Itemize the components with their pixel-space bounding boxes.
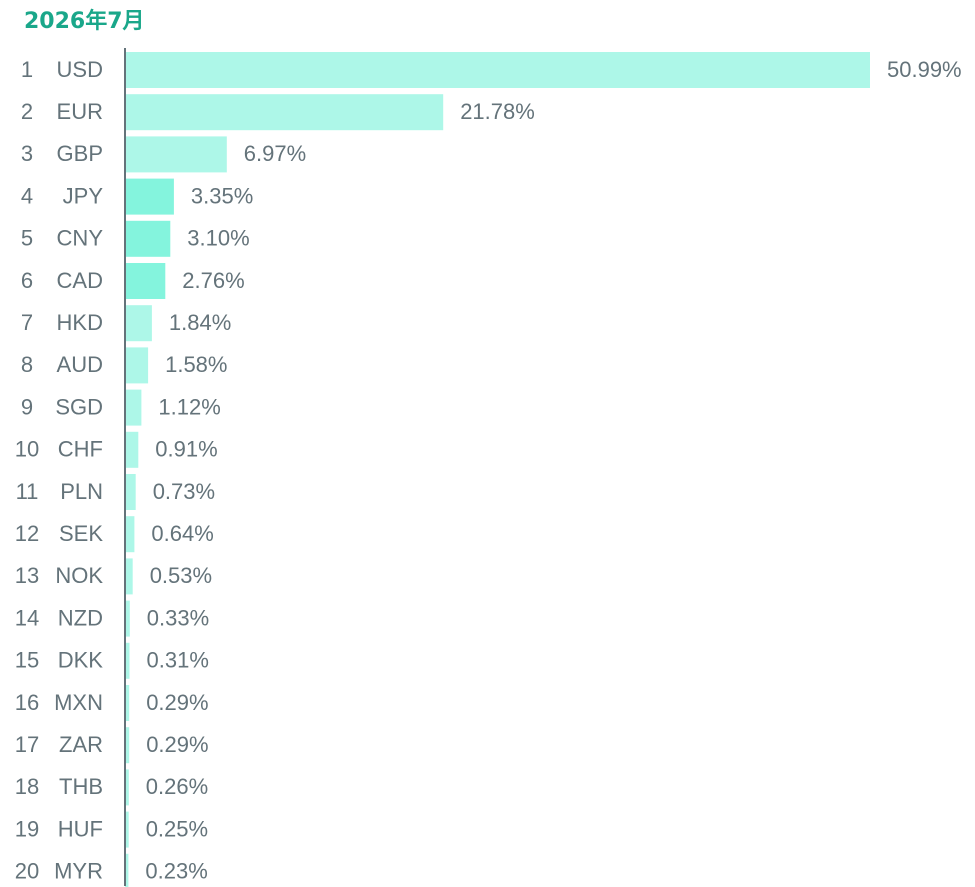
- bar-usd: [125, 52, 870, 88]
- category-label: ZAR: [59, 732, 103, 757]
- rank-label: 7: [21, 310, 33, 335]
- rank-label: 4: [21, 183, 33, 208]
- value-label: 2.76%: [182, 268, 244, 293]
- rank-label: 14: [15, 605, 39, 630]
- rank-label: 6: [21, 268, 33, 293]
- bar-chf: [125, 431, 139, 468]
- bars-layer: [125, 52, 870, 887]
- value-label: 0.73%: [153, 479, 215, 504]
- category-label: DKK: [58, 648, 104, 673]
- value-label: 21.78%: [460, 99, 535, 124]
- value-label: 0.29%: [146, 690, 208, 715]
- category-label: USD: [57, 57, 103, 82]
- value-label: 1.84%: [169, 310, 231, 335]
- value-label: 0.23%: [145, 859, 207, 884]
- value-label: 6.97%: [244, 141, 306, 166]
- category-label: HKD: [57, 310, 103, 335]
- bar-gbp: [125, 136, 227, 173]
- rank-label: 12: [15, 521, 39, 546]
- category-label: CAD: [57, 268, 103, 293]
- rank-label: 2: [21, 99, 33, 124]
- category-label: SEK: [59, 521, 103, 546]
- value-label: 0.53%: [150, 563, 212, 588]
- category-label: CHF: [58, 437, 103, 462]
- rank-label: 11: [16, 479, 39, 504]
- value-label: 1.58%: [165, 352, 227, 377]
- rank-label: 10: [15, 437, 39, 462]
- rank-label: 3: [21, 141, 33, 166]
- bar-nok: [125, 558, 133, 595]
- bar-eur: [125, 94, 444, 131]
- rank-label: 8: [21, 352, 33, 377]
- bar-sgd: [125, 389, 142, 426]
- category-label: NOK: [55, 563, 103, 588]
- rank-label: 13: [15, 563, 39, 588]
- category-label: HUF: [58, 816, 103, 841]
- bar-mxn: [125, 685, 130, 721]
- labels-layer: 1 USD 50.99%2 EUR 21.78%3 GBP 6.97%4 JPY 3.35%5 C…: [15, 57, 962, 884]
- category-label: SGD: [55, 394, 103, 419]
- rank-label: 19: [15, 816, 39, 841]
- value-label: 0.26%: [146, 774, 208, 799]
- value-label: 1.12%: [158, 394, 220, 419]
- category-label: MYR: [54, 859, 103, 884]
- value-label: 3.35%: [191, 183, 253, 208]
- category-label: AUD: [57, 352, 103, 377]
- category-label: THB: [59, 774, 103, 799]
- category-label: NZD: [58, 605, 103, 630]
- rank-label: 18: [15, 774, 39, 799]
- rank-label: 17: [15, 732, 39, 757]
- bar-zar: [125, 727, 130, 764]
- rank-label: 20: [15, 859, 39, 884]
- bar-hkd: [125, 305, 152, 342]
- bar-dkk: [125, 642, 130, 679]
- value-label: 3.10%: [187, 226, 249, 251]
- rank-label: 16: [15, 690, 39, 715]
- rank-label: 1: [21, 57, 33, 82]
- category-label: GBP: [57, 141, 103, 166]
- category-label: MXN: [54, 690, 103, 715]
- value-label: 0.29%: [146, 732, 208, 757]
- category-label: PLN: [60, 479, 103, 504]
- value-label: 50.99%: [887, 57, 962, 82]
- value-label: 0.31%: [147, 648, 209, 673]
- bar-thb: [125, 769, 129, 806]
- bar-cad: [125, 263, 166, 299]
- value-label: 0.33%: [147, 605, 209, 630]
- value-label: 0.25%: [146, 816, 208, 841]
- bar-pln: [125, 474, 136, 510]
- bar-nzd: [125, 600, 130, 637]
- value-label: 0.91%: [155, 437, 217, 462]
- category-label: EUR: [57, 99, 103, 124]
- rank-label: 9: [21, 394, 33, 419]
- bar-huf: [125, 811, 129, 848]
- rank-label: 15: [15, 648, 39, 673]
- bar-myr: [125, 853, 129, 887]
- category-label: JPY: [63, 183, 104, 208]
- bar-cny: [125, 220, 171, 257]
- rank-label: 5: [21, 226, 33, 251]
- chart-title: 2026年7月: [24, 9, 145, 34]
- bar-aud: [125, 347, 149, 384]
- bar-sek: [125, 516, 135, 553]
- value-label: 0.64%: [151, 521, 213, 546]
- bar-jpy: [125, 178, 174, 215]
- category-label: CNY: [57, 226, 104, 251]
